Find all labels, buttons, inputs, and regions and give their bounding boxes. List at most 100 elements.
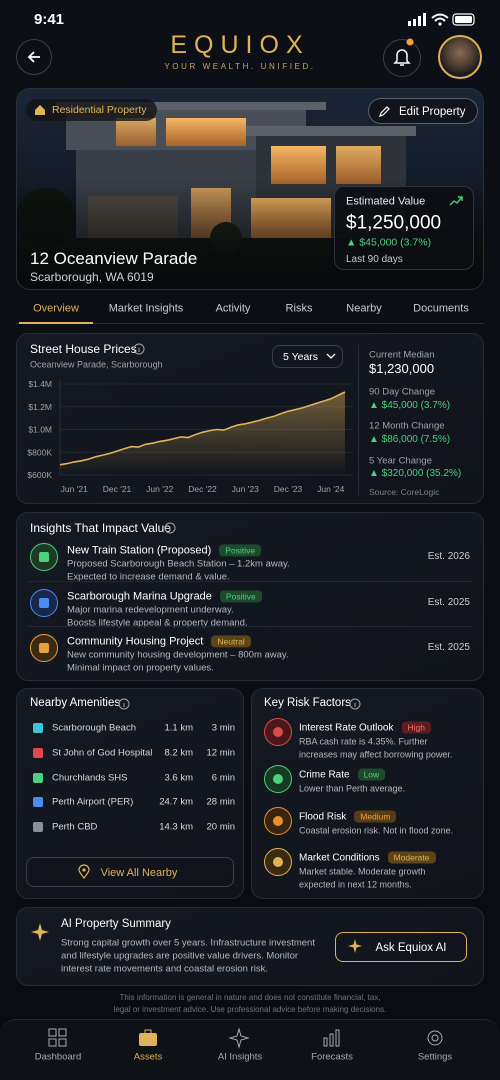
tabs-divider bbox=[16, 323, 484, 324]
nav-item[interactable]: Forecasts bbox=[311, 1051, 353, 1063]
status-tag: High bbox=[401, 721, 431, 734]
nav-icon bbox=[139, 1029, 157, 1046]
ai-summary-title: AI Property Summary bbox=[61, 918, 171, 931]
info-icon bbox=[349, 698, 361, 710]
row-divider bbox=[28, 626, 472, 627]
risk-glyph bbox=[273, 774, 283, 784]
status-tag: Low bbox=[357, 768, 386, 781]
disclaimer-text: legal or investment advice. Use professi… bbox=[113, 1005, 387, 1015]
amenity-icon bbox=[33, 723, 43, 733]
amenity-name: St John of God Hospital bbox=[52, 747, 153, 759]
amenity-distance: 8.2 km bbox=[164, 747, 193, 759]
trend-icon bbox=[449, 196, 463, 206]
risk-description: expected in next 12 months. bbox=[299, 879, 412, 890]
nav-icon bbox=[427, 1030, 443, 1046]
insight-heading: Scarborough Marina Upgrade Positive bbox=[67, 590, 262, 603]
insight-description: Proposed Scarborough Beach Station – 1.2… bbox=[67, 558, 290, 570]
amenity-time: 3 min bbox=[211, 722, 235, 734]
risk-description: Lower than Perth average. bbox=[299, 783, 406, 794]
y-tick-label: $1.0M bbox=[28, 425, 52, 435]
brand-tagline: YOUR WEALTH. UNIFIED. bbox=[164, 62, 316, 72]
insight-title: Scarborough Marina Upgrade bbox=[67, 590, 212, 603]
area-fill bbox=[60, 392, 345, 475]
insight-description: Boosts lifestyle appeal & property deman… bbox=[67, 617, 248, 629]
property-suburb: Scarborough, WA 6019 bbox=[30, 269, 154, 284]
insight-date: Est. 2026 bbox=[427, 551, 470, 562]
insight-glyph bbox=[39, 643, 49, 653]
estimate-value: $1,250,000 bbox=[346, 212, 442, 234]
nav-item[interactable]: AI Insights bbox=[217, 1051, 263, 1063]
insight-icon bbox=[30, 589, 58, 617]
change-label: 12 Month Change bbox=[369, 420, 445, 432]
change-value: ▲ $320,000 (35.2%) bbox=[369, 468, 462, 479]
range-selector[interactable]: 5 Years bbox=[272, 345, 343, 368]
risks-title: Key Risk Factors bbox=[264, 697, 351, 710]
nav-item[interactable]: Dashboard bbox=[34, 1051, 82, 1063]
risk-heading: Flood Risk Medium bbox=[299, 810, 397, 824]
x-tick-label: Dec '22 bbox=[188, 484, 217, 494]
pin-icon bbox=[78, 864, 90, 879]
x-tick-label: Jun '22 bbox=[146, 484, 173, 494]
risk-description: Coastal erosion risk. Not in flood zone. bbox=[299, 825, 454, 836]
x-tick-label: Jun '24 bbox=[317, 484, 344, 494]
nav-icon bbox=[228, 1027, 250, 1049]
amenity-distance: 3.6 km bbox=[164, 772, 193, 784]
nav-item[interactable]: Settings bbox=[417, 1051, 453, 1063]
amenity-icon bbox=[33, 773, 43, 783]
risk-title: Flood Risk bbox=[299, 811, 347, 823]
insight-heading: New Train Station (Proposed) Positive bbox=[67, 544, 262, 557]
tab[interactable]: Risks bbox=[285, 302, 313, 315]
property-type-badge: Residential Property bbox=[26, 99, 157, 121]
amenity-icon bbox=[33, 822, 43, 832]
amenity-time: 20 min bbox=[206, 821, 235, 833]
sparkle-icon bbox=[348, 939, 362, 953]
risk-title: Interest Rate Outlook bbox=[299, 722, 394, 734]
insight-date: Est. 2025 bbox=[427, 642, 470, 653]
profile-avatar[interactable] bbox=[438, 35, 482, 79]
ai-summary-text: Strong capital growth over 5 years. Infr… bbox=[61, 937, 315, 949]
bell-icon bbox=[393, 38, 414, 66]
insight-description: Expected to increase demand & value. bbox=[67, 571, 230, 583]
property-address: 12 Oceanview Parade bbox=[30, 248, 198, 268]
y-tick-label: $800K bbox=[27, 447, 52, 457]
brand-name: EQUIOX bbox=[170, 31, 310, 59]
notifications-button[interactable] bbox=[383, 39, 421, 77]
risk-icon bbox=[264, 848, 292, 876]
y-tick-label: $1.2M bbox=[28, 402, 52, 412]
estimate-label: Estimated Value bbox=[346, 195, 426, 208]
amenities-card bbox=[16, 688, 244, 899]
status-tag: Positive bbox=[219, 544, 262, 557]
amenity-icon bbox=[33, 748, 43, 758]
tab[interactable]: Documents bbox=[413, 302, 469, 315]
tab[interactable]: Nearby bbox=[346, 302, 382, 315]
y-tick-label: $600K bbox=[27, 470, 52, 480]
back-button[interactable] bbox=[16, 39, 52, 75]
amenity-distance: 24.7 km bbox=[159, 796, 193, 808]
nav-icon bbox=[323, 1029, 340, 1047]
nav-item[interactable]: Assets bbox=[133, 1051, 163, 1063]
risk-heading: Market Conditions Moderate bbox=[299, 851, 436, 865]
risk-description: RBA cash rate is 4.35%. Further bbox=[299, 736, 428, 747]
status-time: 9:41 bbox=[34, 11, 65, 28]
status-tag: Neutral bbox=[211, 635, 251, 648]
tab[interactable]: Activity bbox=[215, 302, 251, 315]
chart-title: Street House Prices bbox=[30, 341, 137, 356]
dropdown-caret bbox=[326, 353, 336, 359]
risk-description: increases may affect borrowing power. bbox=[299, 749, 453, 760]
chart-divider bbox=[358, 345, 359, 495]
insight-description: Minimal impact on property values. bbox=[67, 662, 214, 674]
median-label: Current Median bbox=[369, 349, 435, 361]
risk-title: Crime Rate bbox=[299, 769, 350, 781]
change-value: ▲ $45,000 (3.7%) bbox=[369, 400, 451, 411]
ask-ai-button[interactable]: Ask Equiox AI bbox=[335, 932, 467, 962]
insight-description: Major marina redevelopment underway. bbox=[67, 604, 234, 616]
view-all-nearby-button[interactable]: View All Nearby bbox=[26, 857, 234, 887]
amenity-name: Churchlands SHS bbox=[52, 772, 128, 784]
status-icons bbox=[408, 13, 475, 26]
tab[interactable]: Overview bbox=[33, 302, 79, 315]
back-icon bbox=[27, 51, 40, 63]
disclaimer-text: This information is general in nature an… bbox=[119, 993, 381, 1003]
hero-frame bbox=[16, 88, 484, 290]
tab[interactable]: Market Insights bbox=[108, 302, 184, 315]
insight-date: Est. 2025 bbox=[427, 597, 470, 608]
